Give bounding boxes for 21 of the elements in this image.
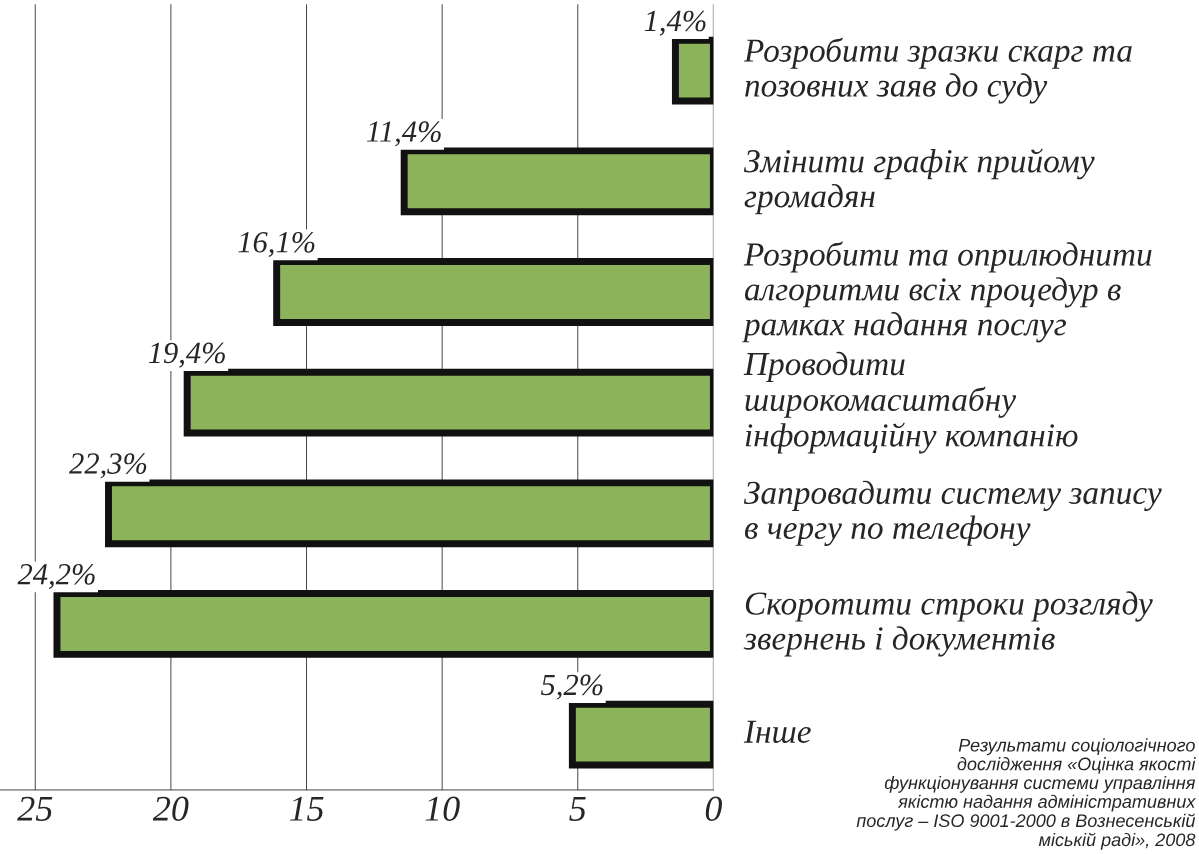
- y-tick-label: Змінити графік прийому громадян: [743, 148, 1095, 215]
- data-label: 1,4%: [644, 10, 706, 36]
- data-label: 24,2%: [17, 563, 95, 589]
- x-tick-label: 5: [569, 796, 586, 821]
- text: Результати соціологічного дослідження «Оцінка якості функціонування системи управління якістю надання адміністративних послуг – ISO 9001-2000 в Вознесенській міській раді», 2008: [856, 738, 1196, 850]
- y-tick-label: Скоротити строки розгляду звернень і документів: [743, 591, 1153, 657]
- x-tick-label: 15: [289, 796, 324, 821]
- data-label: 22,3%: [69, 453, 147, 479]
- data-label: 19,4%: [148, 342, 225, 368]
- y-tick-label: Розробити зразки скарг та позовних заяв до суду: [743, 37, 1132, 104]
- x-tick-label: 20: [152, 796, 189, 821]
- x-tick-label: 25: [17, 796, 53, 821]
- y-tick-label: Запровадити систему запису в чергу по телефону: [743, 480, 1162, 546]
- y-tick-label: Інше: [743, 720, 811, 744]
- x-tick-label: 10: [425, 796, 460, 821]
- data-label: 16,1%: [238, 231, 315, 257]
- y-tick-label: Проводити широкомасштабну інформаційну компанію: [743, 351, 1078, 454]
- data-label: 11,4%: [366, 121, 441, 147]
- data-label: 5,2%: [541, 674, 603, 700]
- y-tick-label: Розробити та оприлюднити алгоритми всіх процедур в рамках надання послуг: [742, 241, 1152, 343]
- x-tick-label: 0: [705, 796, 722, 821]
